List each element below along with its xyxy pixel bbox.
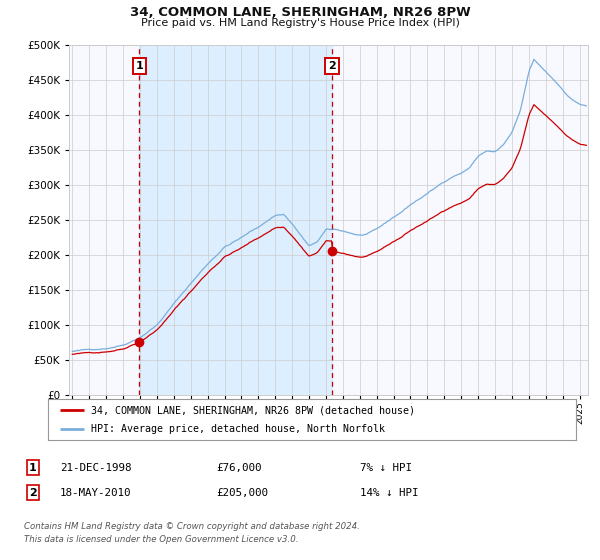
Text: Contains HM Land Registry data © Crown copyright and database right 2024.: Contains HM Land Registry data © Crown c… <box>24 522 360 531</box>
Text: 21-DEC-1998: 21-DEC-1998 <box>60 463 131 473</box>
Text: 1: 1 <box>29 463 37 473</box>
Text: 1: 1 <box>136 61 143 71</box>
Text: 2: 2 <box>329 61 336 71</box>
Text: 14% ↓ HPI: 14% ↓ HPI <box>360 488 419 498</box>
Bar <box>139 45 332 395</box>
Text: 34, COMMON LANE, SHERINGHAM, NR26 8PW: 34, COMMON LANE, SHERINGHAM, NR26 8PW <box>130 6 470 18</box>
Text: 7% ↓ HPI: 7% ↓ HPI <box>360 463 412 473</box>
Text: £76,000: £76,000 <box>216 463 262 473</box>
Text: 2: 2 <box>29 488 37 498</box>
Text: £205,000: £205,000 <box>216 488 268 498</box>
Text: 18-MAY-2010: 18-MAY-2010 <box>60 488 131 498</box>
Text: Price paid vs. HM Land Registry's House Price Index (HPI): Price paid vs. HM Land Registry's House … <box>140 18 460 28</box>
Text: HPI: Average price, detached house, North Norfolk: HPI: Average price, detached house, Nort… <box>91 424 385 433</box>
Text: 34, COMMON LANE, SHERINGHAM, NR26 8PW (detached house): 34, COMMON LANE, SHERINGHAM, NR26 8PW (d… <box>91 405 415 415</box>
Text: This data is licensed under the Open Government Licence v3.0.: This data is licensed under the Open Gov… <box>24 535 299 544</box>
